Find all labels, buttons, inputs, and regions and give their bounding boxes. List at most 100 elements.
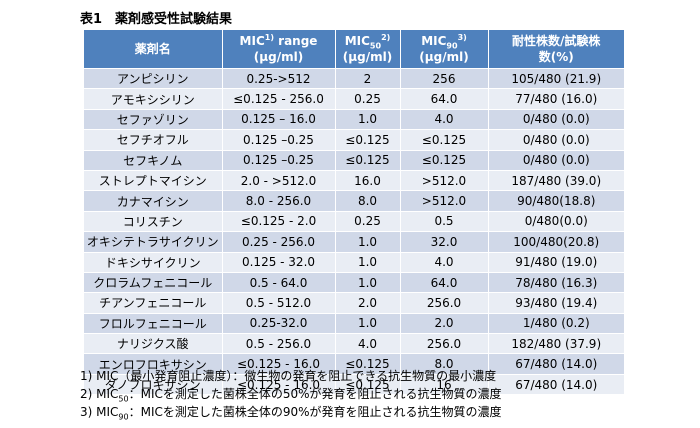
table-row: セフチオフル 0.125 –0.25 ≤0.125 ≤0.125 0/480 (0.0) [84,129,624,151]
cell-resistant: 77/480 (16.0) [488,88,624,110]
cell-resistant: 187/480 (39.0) [488,169,624,191]
cell-mic50: 0.25 [335,88,401,110]
cell-drug: エンロフロキサシン [84,353,223,375]
cell-resistant: 67/480 (14.0) [488,353,624,375]
cell-mic50: 16.0 [335,169,401,191]
footnotes: 1) MIC（最小発育阻止濃度）：微生物の発育を阻止できる抗生物質の最小濃度 2… [80,367,502,421]
cell-mic-range: ≤0.125 - 2.0 [222,210,336,232]
cell-mic90: ≤0.125 [400,129,489,151]
cell-mic90: 256.0 [400,333,489,354]
cell-drug: クロラムフェニコール [84,271,223,293]
cell-mic50: 1.0 [335,108,401,130]
cell-mic50: 8.0 [335,190,401,212]
cell-mic-range: 2.0 - >512.0 [222,169,336,191]
cell-mic90: 0.5 [400,210,489,232]
cell-mic50: 1.0 [335,271,401,293]
cell-resistant: 105/480 (21.9) [488,67,624,89]
table-row: アンピシリン 0.25->512 2 256 105/480 (21.9) [84,67,624,89]
cell-resistant: 0/480 (0.0) [488,149,624,171]
cell-drug: ストレプトマイシン [84,169,223,191]
table-row: オキシテトラサイクリン 0.25 - 256.0 1.0 32.0 100/480(20… [84,231,624,253]
cell-resistant: 67/480 (14.0) [488,373,624,395]
cell-mic-range: 0.25->512 [222,67,336,89]
cell-mic90: 8.0 [400,353,489,375]
footnote-3: 3) MIC90：MICを測定した菌株全体の90%が発育を阻止される抗生物質の濃… [80,405,502,422]
footnote-1: 1) MIC（最小発育阻止濃度）：微生物の発育を阻止できる抗生物質の最小濃度 [80,369,497,383]
cell-drug: チアンフェニコール [84,292,223,314]
cell-mic50: ≤0.125 [335,149,401,171]
cell-mic50: ≤0.125 [335,129,401,151]
footnote-2: 2) MIC50：MICを測定した菌株全体の50%が発育を阻止される抗生物質の濃… [80,387,502,404]
table-row: ダノフロキサシン ≤0.125 - 16.0 ≤0.125 16 67/480 (14.… [84,373,624,395]
cell-resistant: 0/480 (0.0) [488,129,624,151]
cell-mic50: ≤0.125 [335,373,401,395]
table-row: アモキシシリン ≤0.125 - 256.0 0.25 64.0 77/480 (16.… [84,88,624,110]
cell-mic50: 4.0 [335,333,401,354]
cell-resistant: 1/480 (0.2) [488,312,624,334]
cell-mic-range: 0.125 - 32.0 [222,251,336,273]
cell-mic90: 2.0 [400,312,489,334]
cell-drug: セファゾリン [84,108,223,130]
cell-mic90: ≤0.125 [400,149,489,171]
table-row: フロルフェニコール 0.25-32.0 1.0 2.0 1/480 (0.2) [84,312,624,334]
cell-mic50: 2.0 [335,292,401,314]
table-row: エンロフロキサシン ≤0.125 - 16.0 ≤0.125 8.0 67/480 (1… [84,353,624,375]
table-row: ドキシサイクリン 0.125 - 32.0 1.0 4.0 91/480 (19.0) [84,251,624,273]
cell-resistant: 90/480(18.8) [488,190,624,212]
cell-resistant: 0/480 (0.0) [488,108,624,130]
table-row: チアンフェニコール 0.5 - 512.0 2.0 256.0 93/480 (19.4… [84,292,624,314]
table-row: セフキノム 0.125 –0.25 ≤0.125 ≤0.125 0/480 (0.0) [84,149,624,171]
susceptibility-table: 薬剤名 MIC1) range (μg/ml) MIC502) (μg/ml) … [84,30,624,395]
cell-mic50: 2 [335,67,401,89]
table-row: カナマイシン 8.0 - 256.0 8.0 >512.0 90/480(18.8) [84,190,624,212]
cell-drug: オキシテトラサイクリン [84,231,223,253]
cell-mic90: >512.0 [400,190,489,212]
cell-drug: カナマイシン [84,190,223,212]
header-mic50: MIC502) (μg/ml) [335,30,401,69]
table-row: セファゾリン 0.125 – 16.0 1.0 4.0 0/480 (0.0) [84,108,624,130]
table-row: コリスチン ≤0.125 - 2.0 0.25 0.5 0/480(0.0) [84,210,624,232]
cell-mic-range: 0.5 - 256.0 [222,333,336,354]
cell-mic90: 64.0 [400,88,489,110]
cell-drug: ドキシサイクリン [84,251,223,273]
cell-mic90: 16 [400,373,489,395]
cell-drug: ナリジクス酸 [84,333,223,354]
header-mic90: MIC903) (μg/ml) [400,30,489,69]
cell-mic-range: ≤0.125 - 16.0 [222,373,336,395]
cell-resistant: 78/480 (16.3) [488,271,624,293]
cell-mic-range: 0.5 - 64.0 [222,271,336,293]
cell-drug: セフキノム [84,149,223,171]
cell-mic50: 1.0 [335,251,401,273]
cell-mic90: 64.0 [400,271,489,293]
cell-mic90: 256 [400,67,489,89]
cell-mic90: 256.0 [400,292,489,314]
cell-mic90: >512.0 [400,169,489,191]
cell-resistant: 182/480 (37.9) [488,333,624,354]
cell-mic50: 0.25 [335,210,401,232]
cell-mic-range: ≤0.125 - 256.0 [222,88,336,110]
cell-resistant: 0/480(0.0) [488,210,624,232]
cell-resistant: 93/480 (19.4) [488,292,624,314]
cell-mic-range: 0.5 - 512.0 [222,292,336,314]
cell-drug: コリスチン [84,210,223,232]
cell-mic50: 1.0 [335,312,401,334]
cell-mic-range: 8.0 - 256.0 [222,190,336,212]
header-drug: 薬剤名 [84,30,223,69]
table-title: 表1 薬剤感受性試験結果 [80,12,233,27]
cell-mic-range: 0.25-32.0 [222,312,336,334]
header-resistant: 耐性株数/試験株 数(%) [488,30,624,69]
cell-drug: アンピシリン [84,67,223,89]
cell-mic90: 4.0 [400,251,489,273]
cell-mic-range: ≤0.125 - 16.0 [222,353,336,375]
cell-resistant: 91/480 (19.0) [488,251,624,273]
table-row: ストレプトマイシン 2.0 - >512.0 16.0 >512.0 187/480 (… [84,169,624,191]
table-row: ナリジクス酸 0.5 - 256.0 4.0 256.0 182/480 (37.9) [84,333,624,354]
cell-drug: アモキシシリン [84,88,223,110]
cell-resistant: 100/480(20.8) [488,231,624,253]
cell-mic50: 1.0 [335,231,401,253]
cell-drug: フロルフェニコール [84,312,223,334]
table-row: クロラムフェニコール 0.5 - 64.0 1.0 64.0 78/480 (16.3) [84,271,624,293]
header-mic-range: MIC1) range (μg/ml) [222,30,336,69]
cell-mic-range: 0.125 – 16.0 [222,108,336,130]
cell-mic50: ≤0.125 [335,353,401,375]
